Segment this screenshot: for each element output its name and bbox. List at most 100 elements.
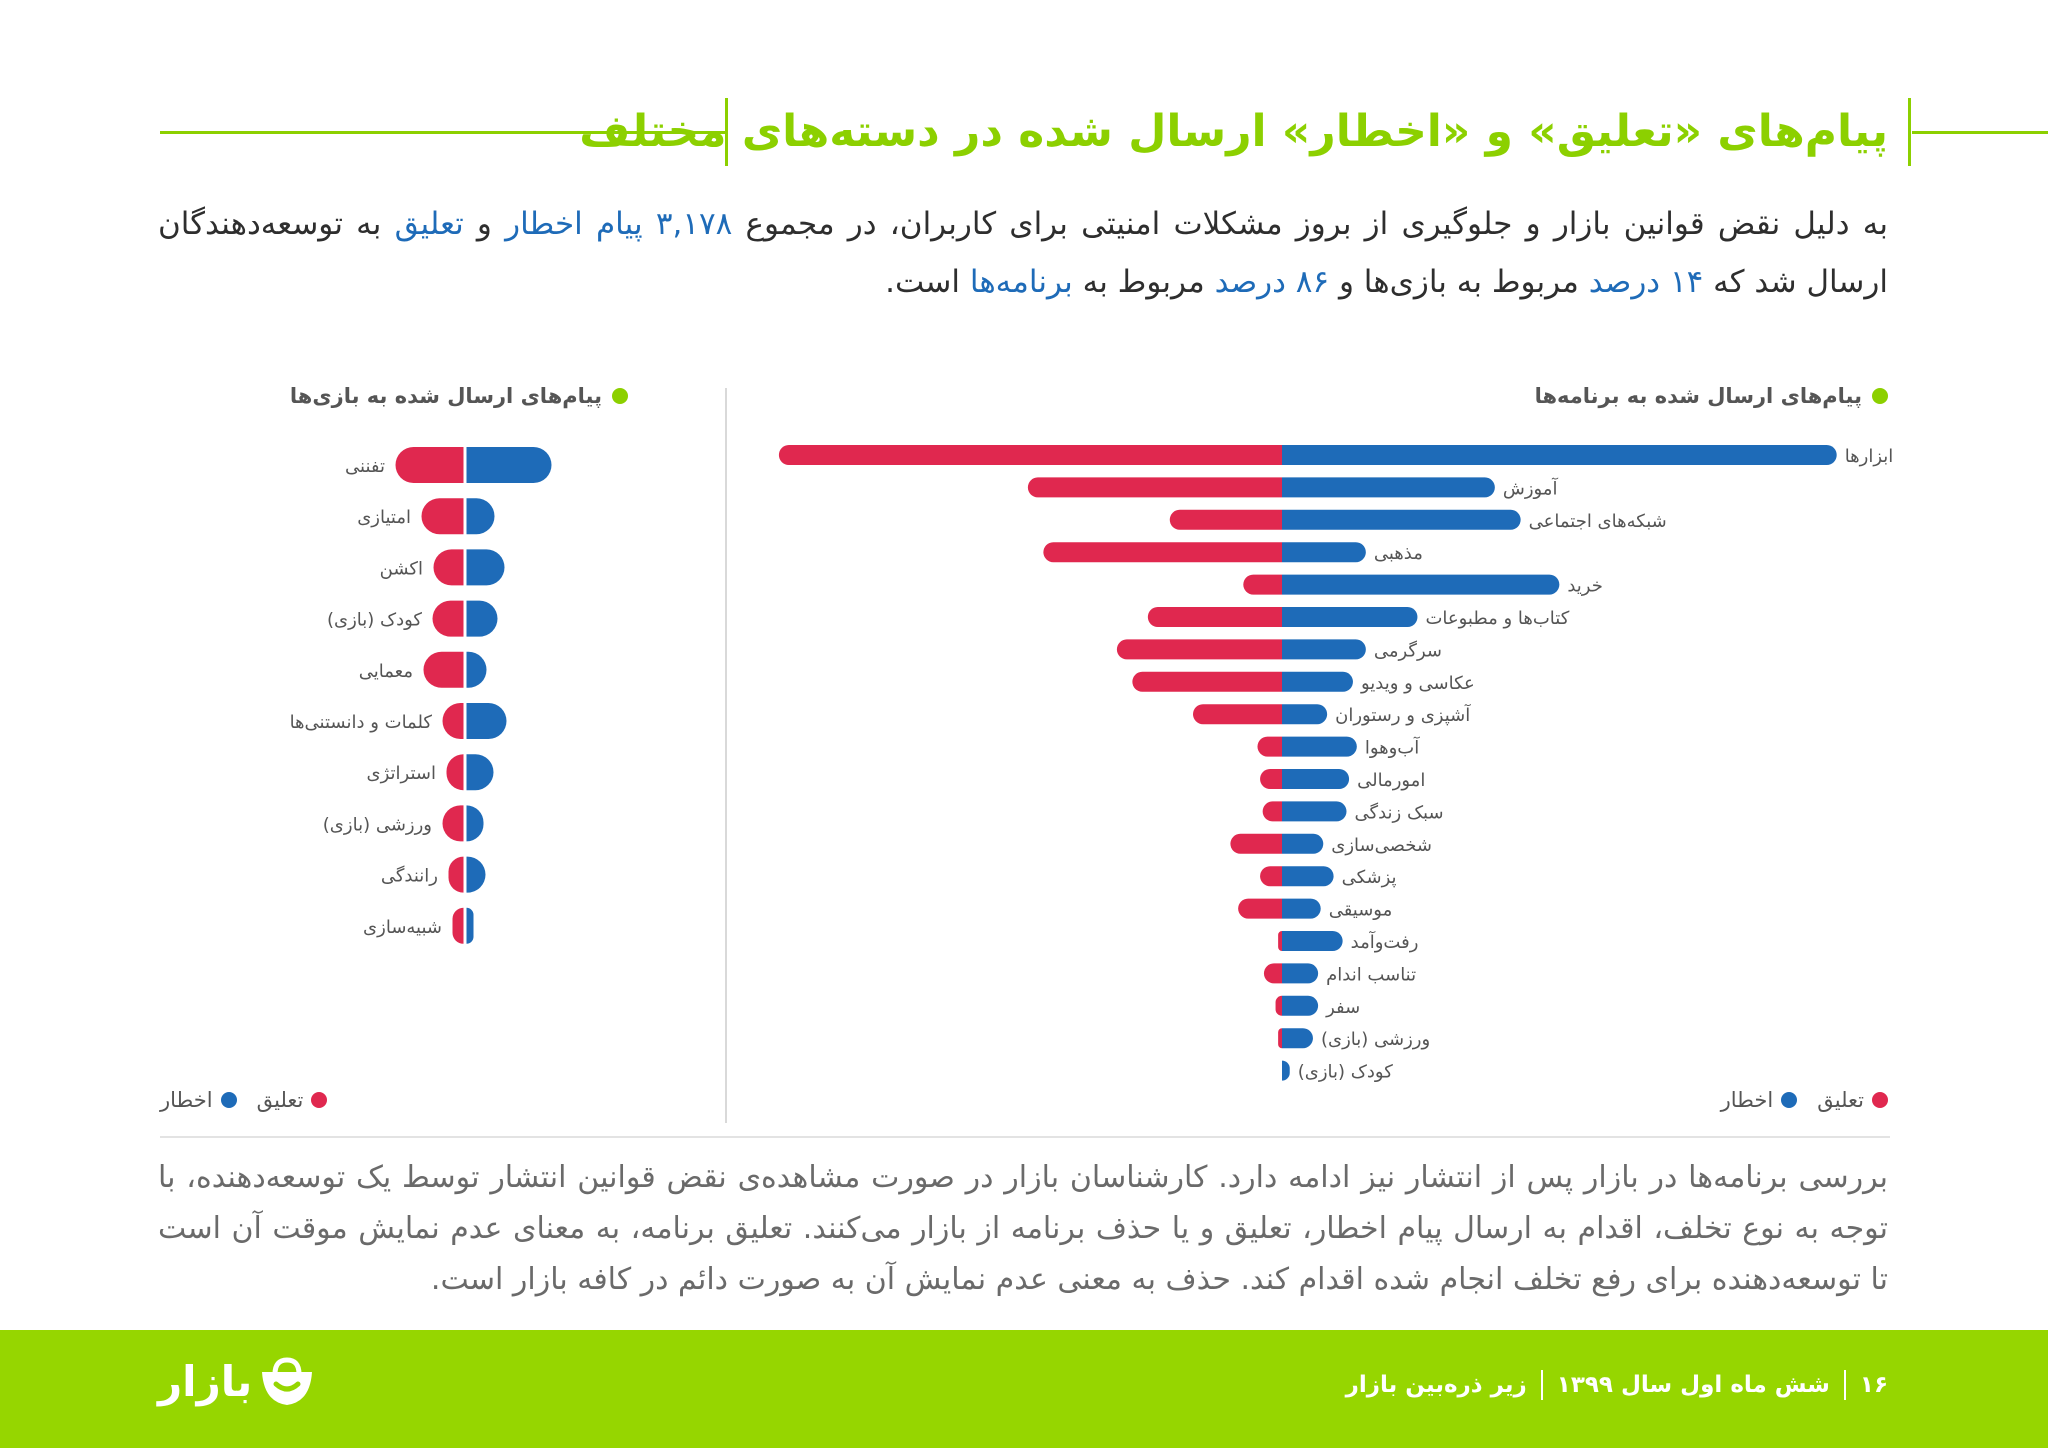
games-category-label: کلمات و دانستنی‌ها xyxy=(290,712,433,733)
apps-bar-suspension xyxy=(1278,931,1282,951)
footer-info: ۱۶ شش ماه اول سال ۱۳۹۹ زیر ذره‌بین بازار xyxy=(1346,1370,1888,1400)
logo-text: بازار xyxy=(158,1356,253,1406)
apps-bar-warning xyxy=(1282,542,1366,563)
games-legend-suspension-label: تعلیق xyxy=(256,1088,304,1112)
apps-category-label: کودک (بازی) xyxy=(1298,1062,1393,1083)
games-category-label: کودک (بازی) xyxy=(327,610,422,631)
apps-category-label: مذهبی xyxy=(1374,543,1423,564)
games-bar-warning xyxy=(466,856,486,893)
intro-text-2: و xyxy=(463,206,506,242)
apps-bar-suspension xyxy=(1275,995,1282,1016)
intro-text-5: مربوط به xyxy=(1072,264,1215,300)
footer-separator xyxy=(1540,1370,1543,1400)
apps-category-label: کتاب‌ها و مطبوعات xyxy=(1425,608,1569,629)
footer-band xyxy=(0,1330,2048,1448)
games-chart-title: پیام‌های ارسال شده به بازی‌ها xyxy=(290,384,628,408)
outro-paragraph: بررسی برنامه‌ها در بازار پس از انتشار نی… xyxy=(158,1160,1888,1297)
games-legend-warning-dot-icon xyxy=(220,1092,237,1108)
apps-bar-warning xyxy=(1282,574,1560,595)
games-bar-warning xyxy=(466,805,484,842)
intro-paragraph: به دلیل نقض قوانین بازار و جلوگیری از بر… xyxy=(158,195,1888,311)
page-title: پیام‌های «تعلیق» و «اخطار» ارسال شده در … xyxy=(579,106,1888,157)
apps-bar-warning xyxy=(1282,866,1334,887)
apps-category-label: شخصی‌سازی xyxy=(1331,835,1432,856)
games-chart-title-text: پیام‌های ارسال شده به بازی‌ها xyxy=(289,384,602,408)
games-category-label: ورزشی (بازی) xyxy=(323,814,432,835)
apps-bar-warning xyxy=(1282,671,1353,692)
intro-text-6: است. xyxy=(885,264,970,300)
games-category-label: رانندگی xyxy=(381,865,438,887)
apps-bar-suspension xyxy=(1192,704,1282,725)
games-chart: تفننی امتیازی اکشن کودک (بازی) معمایی کلمات و… xyxy=(290,447,552,944)
apps-bar-suspension xyxy=(1243,574,1282,595)
apps-bar-warning xyxy=(1282,704,1328,725)
intro-highlight-total: ۳,۱۷۸ پیام اخطار xyxy=(505,206,733,242)
games-bar-warning xyxy=(466,703,507,739)
games-bar-warning xyxy=(466,447,552,483)
apps-bar-warning xyxy=(1282,963,1319,984)
footer-period: شش ماه اول سال ۱۳۹۹ xyxy=(1556,1372,1830,1398)
games-category-label: اکشن xyxy=(380,558,423,579)
games-bar-warning xyxy=(466,549,505,586)
apps-bar-warning xyxy=(1282,607,1418,627)
apps-category-label: آب‌وهوا xyxy=(1365,736,1420,759)
intro-highlight-suspension: تعلیق xyxy=(394,206,464,242)
apps-title-dot-icon xyxy=(1872,388,1888,404)
apps-bar-warning xyxy=(1282,931,1343,951)
apps-bar-suspension xyxy=(1263,963,1282,984)
legend-suspension-dot-icon xyxy=(1872,1092,1888,1108)
games-category-label: تفننی xyxy=(345,456,385,477)
games-category-label: استراتژی xyxy=(367,763,436,784)
apps-bar-warning xyxy=(1282,801,1347,822)
apps-chart-title-text: پیام‌های ارسال شده به برنامه‌ها xyxy=(1534,384,1862,408)
games-bar-warning xyxy=(466,600,498,637)
apps-chart-title: پیام‌های ارسال شده به برنامه‌ها xyxy=(1535,384,1888,408)
footer-report-name: زیر ذره‌بین بازار xyxy=(1345,1372,1527,1398)
title-bracket-right xyxy=(1908,98,1911,166)
title-rule-left xyxy=(160,131,725,134)
apps-bar-suspension xyxy=(1238,898,1282,919)
bazaar-logo[interactable]: بازار xyxy=(158,1352,316,1410)
apps-bar-suspension xyxy=(1147,607,1282,627)
apps-bar-warning xyxy=(1282,1028,1313,1049)
apps-bar-suspension xyxy=(1260,769,1282,789)
apps-category-label: امورمالی xyxy=(1357,770,1425,791)
intro-highlight-apps: برنامه‌ها xyxy=(969,264,1073,300)
title-bracket-left xyxy=(725,98,728,166)
intro-highlight-apps-percent: ۸۶ درصد xyxy=(1214,264,1330,300)
apps-bar-warning xyxy=(1282,477,1495,498)
games-bar-warning xyxy=(466,907,474,944)
apps-chart-legend: تعلیق اخطار xyxy=(1721,1088,1888,1112)
intro-text-4: مربوط به بازی‌ها و xyxy=(1329,264,1589,300)
apps-bar-warning xyxy=(1282,898,1321,919)
shopping-bag-icon xyxy=(262,1357,313,1405)
games-category-label: امتیازی xyxy=(357,507,411,528)
intro-text-3: به توسعه‌دهندگان ارسال شد که xyxy=(158,206,1888,300)
apps-bar-suspension xyxy=(1043,542,1282,563)
games-bar-suspension xyxy=(433,549,464,586)
footer-separator xyxy=(1843,1370,1846,1400)
games-bar-warning xyxy=(466,754,494,791)
games-legend-suspension-dot-icon xyxy=(311,1092,328,1108)
apps-bar-suspension xyxy=(1278,1028,1282,1049)
apps-bar-suspension xyxy=(1262,801,1282,822)
apps-category-label: سفر xyxy=(1325,997,1360,1018)
apps-bar-warning xyxy=(1282,769,1350,789)
games-bar-suspension xyxy=(421,498,464,535)
apps-category-label: آشپزی و رستوران xyxy=(1335,703,1471,726)
apps-category-label: ابزارها xyxy=(1845,446,1894,467)
section-divider xyxy=(160,1136,1890,1138)
legend-warning-dot-icon xyxy=(1781,1092,1798,1108)
apps-bar-suspension xyxy=(1257,736,1282,757)
apps-bar-suspension xyxy=(1260,866,1282,887)
apps-bar-suspension xyxy=(1230,833,1282,854)
games-category-label: شبیه‌سازی xyxy=(363,917,442,938)
apps-bar-suspension xyxy=(778,445,1282,465)
apps-category-label: تناسب اندام xyxy=(1326,964,1416,985)
intro-text-1: به دلیل نقض قوانین بازار و جلوگیری از بر… xyxy=(732,206,1888,242)
games-category-label: معمایی xyxy=(359,661,413,682)
apps-category-label: آموزش xyxy=(1503,476,1559,499)
games-bar-suspension xyxy=(395,447,464,483)
legend-warning-label: اخطار xyxy=(1720,1088,1774,1112)
apps-category-label: خرید xyxy=(1567,576,1603,597)
